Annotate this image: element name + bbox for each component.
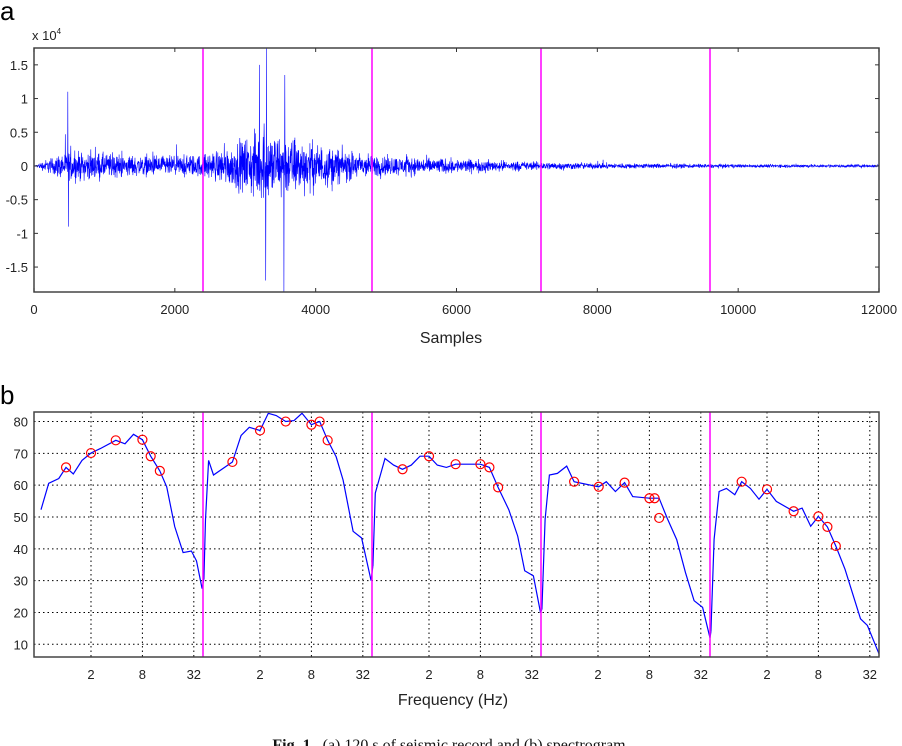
peak-marker [60,462,72,473]
x-axis-label-samples: Samples [420,330,482,347]
plot-frame-b [33,411,880,658]
y-multiplier: x 104 [32,27,62,43]
x-tick-label: 8 [815,667,822,682]
x-tick-label: 12000 [861,302,897,317]
y-tick-label: 30 [14,574,28,589]
spectrum-line-segment-5 [710,480,880,655]
y-tick-label: 0.5 [10,125,28,140]
peak-marker [254,425,266,436]
peak-marker [493,482,504,493]
x-tick-label: 2 [256,667,263,682]
y-tick-label: 50 [14,510,28,525]
peak-marker [788,506,799,517]
x-tick-label: 8 [646,667,653,682]
panel-label-a: a [0,0,15,26]
spectrum-line-segment-2 [203,412,372,581]
x-tick-label: 8 [139,667,146,682]
figure-caption: Fig. 1. (a) 120 s of seismic record and (… [272,737,629,746]
x-tick-label: 32 [187,667,201,682]
x-tick-label: 0 [30,302,37,317]
x-tick-label: 10000 [720,302,756,317]
peak-marker [484,462,495,473]
peak-marker [423,451,435,462]
x-tick-label: 32 [863,667,877,682]
peak-marker [85,447,97,459]
y-tick-label: 1 [21,92,28,107]
x-tick-label: 2 [87,667,94,682]
y-tick-label: -1 [16,226,28,241]
panel-label-b: b [0,380,14,410]
peak-marker [644,493,655,504]
y-tick-label: 10 [14,637,28,652]
peak-marker [813,511,824,522]
x-tick-label: 8000 [583,302,612,317]
peak-marker [569,476,580,487]
y-tick-label: -1.5 [6,260,28,275]
peak-marker [137,434,148,445]
peak-marker [154,465,165,476]
y-tick-label: 40 [14,542,28,557]
peak-marker [314,416,325,427]
y-tick-label: 20 [14,605,28,620]
peak-marker [280,416,291,427]
x-tick-label: 2 [594,667,601,682]
x-tick-label: 8 [477,667,484,682]
peak-marker [736,476,747,487]
x-tick-label: 2 [763,667,770,682]
peak-marker [110,435,121,446]
spectrogram-chart: 10 20 30 40 50 60 70 80 2 8 32 2 8 32 2 8 32 2 8 32 2 8 32 [14,411,880,682]
peak-marker [397,464,408,475]
x-tick-label: 32 [694,667,708,682]
y-tick-label: 0 [21,159,28,174]
peak-marker [761,484,773,495]
spectrum-line-segment-4 [541,465,711,639]
peak-marker [649,493,660,504]
plot-frame-a [33,47,880,293]
peak-marker [145,451,156,462]
peak-marker [475,459,486,470]
spectrum-line-segment-3 [372,455,542,613]
x-tick-label: 32 [525,667,539,682]
x-tick-label: 4000 [301,302,330,317]
peak-marker [619,477,630,488]
peak-marker [227,456,238,468]
x-tick-label: 6000 [442,302,471,317]
x-tick-label: 8 [308,667,315,682]
peak-marker [822,521,833,532]
peak-marker [450,459,461,470]
waveform-chart: 0 2000 4000 6000 8000 10000 12000 -1.5 -1 -0.5 0 0.… [6,47,897,317]
peak-marker [322,435,333,446]
y-tick-label: 70 [14,446,28,461]
peak-marker [654,512,665,524]
x-tick-label: 2000 [160,302,189,317]
y-tick-label: 80 [14,415,28,430]
spectrum-line-segment-1 [40,433,203,589]
peak-marker [593,481,604,492]
waveform-line [33,47,880,293]
x-axis-label-frequency: Frequency (Hz) [398,692,508,709]
x-tick-label: 2 [425,667,432,682]
y-tick-label: 1.5 [10,58,28,73]
peak-marker [830,540,841,552]
x-tick-label: 32 [356,667,370,682]
y-tick-label: 60 [14,478,28,493]
y-tick-label: -0.5 [6,193,28,208]
